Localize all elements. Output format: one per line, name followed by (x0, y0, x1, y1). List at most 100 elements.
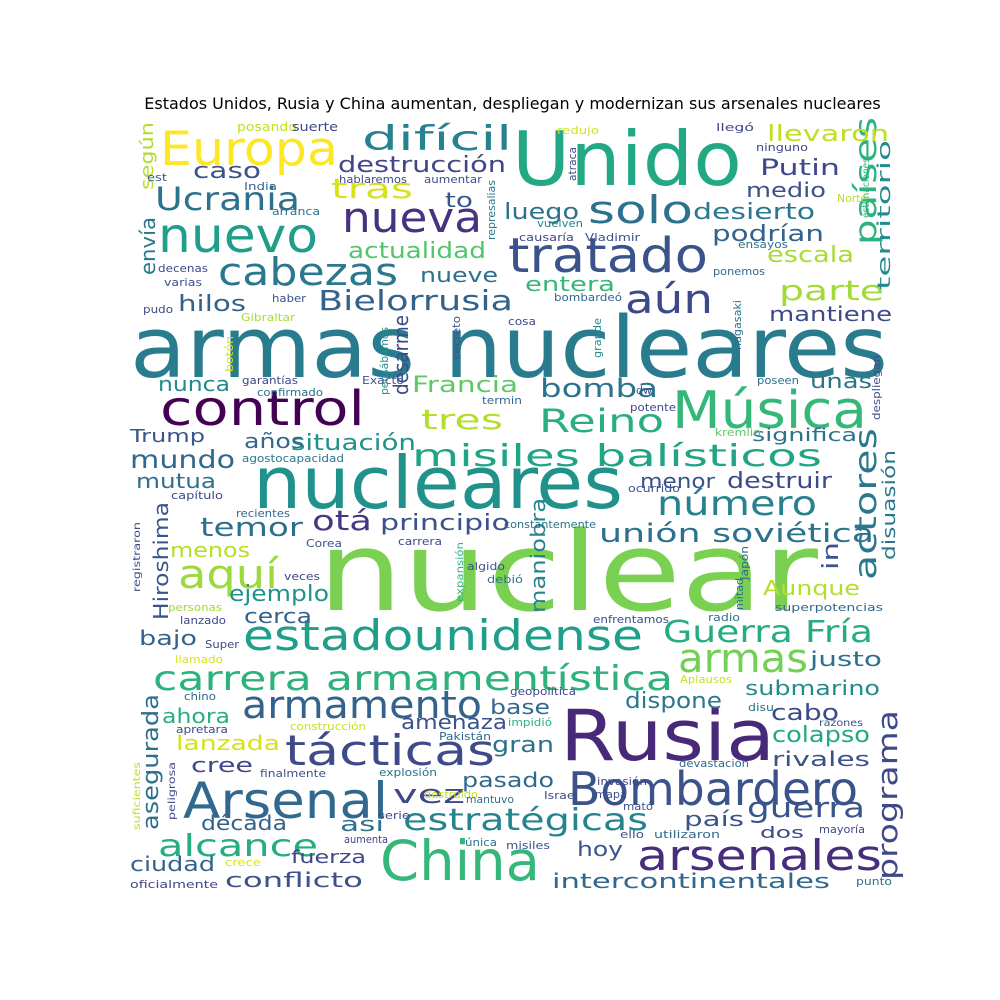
word-razones: razones (819, 718, 863, 729)
word-crece: crece (225, 856, 261, 869)
word-segun: según (137, 122, 158, 190)
word-luego: luego (504, 200, 579, 225)
word-expansion: expansión (454, 542, 466, 602)
word-secreto: secreto (450, 316, 463, 360)
word-mitad: mitad (733, 578, 746, 610)
word-escala: escala (767, 243, 854, 268)
word-fuerza: fuerza (291, 847, 366, 868)
word-solo: solo (588, 188, 693, 232)
word-dificil: difícil (362, 119, 512, 159)
word-guerra: guerra (747, 791, 865, 824)
word-recientes: recientes (236, 507, 290, 520)
word-in: in (819, 542, 844, 570)
word-atraca: atraca (566, 147, 579, 181)
word-arsenales: arsenales (637, 831, 882, 880)
word-significa: significa (752, 425, 857, 446)
word-llego: llegó (716, 121, 754, 134)
word-registraron: registraron (132, 522, 143, 592)
word-estrategicas: estratégicas (403, 803, 648, 838)
word-explosion: explosión (379, 766, 437, 779)
word-arranca: arranca (272, 205, 320, 218)
word-colapso: colapso (772, 723, 870, 748)
word-decada: década (201, 811, 287, 835)
word-vez: vez (393, 780, 465, 810)
word-justo: justo (809, 647, 882, 671)
word-aunque: Aunque (763, 576, 860, 600)
word-numero: número (657, 484, 817, 524)
word-decenas: decenas (158, 262, 208, 275)
word-estimaciones: estimaciones (861, 158, 872, 218)
word-podrian: podrían (712, 222, 824, 247)
word-boton: botón (223, 336, 236, 372)
word-hiroshima: Hiroshima (149, 502, 173, 620)
word-bajo: bajo (139, 626, 197, 650)
word-aqui: aquí (178, 552, 280, 598)
word-nunca: nunca (158, 372, 230, 396)
word-disuasion: disuasión (879, 450, 900, 560)
word-tras: tras (331, 172, 413, 205)
word-unica: única (465, 836, 497, 849)
word-nueve: nueve (420, 263, 498, 287)
word-unido: Unido (512, 115, 742, 203)
word-dos: dos (760, 823, 804, 842)
word-union-sovietica: unión soviética (599, 519, 874, 549)
word-gran: gran (492, 733, 554, 758)
word-misiles: misiles (506, 839, 550, 852)
word-lanzada: lanzada (176, 731, 280, 755)
word-tratado: tratado (508, 228, 708, 284)
word-vuelven: vuelven (537, 217, 583, 230)
word-carrera: carrera (398, 535, 442, 548)
word-debio: debió (487, 573, 523, 586)
word-medio: medio (746, 178, 826, 202)
word-constantemente: constantemente (504, 518, 596, 531)
word-veces: veces (284, 570, 320, 583)
word-suficientes: suficientes (132, 762, 143, 830)
word-lanzado: lanzado (180, 614, 226, 627)
word-grande: grande (591, 318, 604, 358)
word-posando: posando (237, 120, 297, 134)
word-nagasaki: nagasaki (731, 300, 744, 350)
word-israel: Israel (544, 789, 578, 802)
word-pudo: pudo (143, 303, 173, 316)
word-trump: Trump (129, 426, 205, 447)
word-anos: años (244, 429, 304, 453)
word-programa: programa (871, 710, 904, 880)
word-putin: Putin (760, 156, 840, 181)
word-despliegan: despliegan (870, 355, 883, 420)
word-capitulo: capítulo (171, 489, 223, 502)
word-ocurrido: ocurrido (628, 482, 680, 495)
word-ponemos: ponemos (713, 265, 765, 278)
word-exacto: Exacto (362, 374, 404, 387)
word-nuclear: nuclear (318, 508, 819, 636)
word-francia: Francia (412, 373, 518, 398)
word-serie: serie (378, 809, 410, 822)
word-punto: punto (856, 875, 892, 888)
word-peligrosa: peligrosa (167, 762, 178, 820)
word-mapa: mapa (595, 788, 627, 801)
word-dw: dw (636, 384, 652, 397)
word-ciudad: ciudad (130, 852, 215, 876)
word-llamado: llamado (175, 653, 223, 666)
word-causaria: causaría (519, 231, 574, 244)
word-menor: menor (640, 469, 716, 493)
word-utilizaron: utilizaron (654, 828, 720, 841)
word-guerra-fria: Guerra Fría (663, 615, 873, 650)
word-actores: actores (849, 428, 884, 580)
word-armas: armas (678, 636, 808, 682)
word-nucleares: nucleares (253, 441, 623, 525)
word-oficialmente: oficialmente (130, 878, 218, 891)
word-ahora: ahora (162, 704, 230, 728)
word-tres: tres (421, 403, 503, 436)
word-gibraltar: Gibraltar (241, 311, 296, 324)
word-alcance: alcance (158, 829, 318, 864)
word-ejemplo: ejemplo (229, 582, 329, 607)
word-base: base (490, 695, 550, 719)
word-agostocapacidad: agostocapacidad (242, 452, 344, 465)
word-norte: Norte (837, 192, 867, 205)
word-cabo: cabo (771, 701, 839, 726)
word-musica: Música (672, 381, 867, 441)
word-china: China (380, 829, 540, 893)
word-desarme: desarme (389, 315, 413, 395)
word-estadounidense: estadounidense (243, 611, 643, 660)
word-asegurada: asegurada (139, 694, 164, 830)
